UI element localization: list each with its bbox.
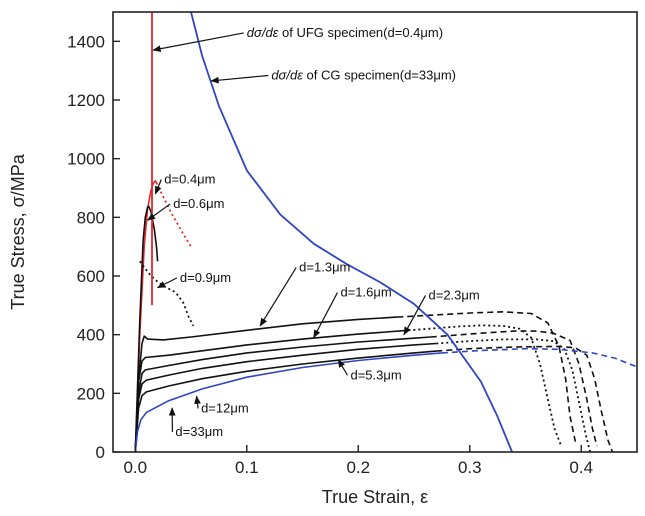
plot-frame <box>112 11 638 453</box>
annotation-ann-d12: d=12μm <box>201 400 249 415</box>
annotation-arrow <box>337 358 348 376</box>
y-tick-label: 0 <box>96 443 105 462</box>
annotation-ann-d33: d=33μm <box>175 424 223 439</box>
annotation-layer: dσ/dε of UFG specimen(d=0.4μm) dσ/dε of C… <box>146 25 480 439</box>
y-tick-label: 1400 <box>67 32 105 51</box>
series-d23 <box>134 336 431 452</box>
series-d09 <box>139 260 195 327</box>
annotation-arrow <box>210 74 269 84</box>
y-tick-label: 1000 <box>67 150 105 169</box>
annotation-ann-cg: dσ/dε of CG specimen(d=33μm) <box>271 67 456 82</box>
y-axis-label: True Stress, σ/MPa <box>8 153 28 309</box>
annotation-ann-d23: d=2.3μm <box>429 287 480 302</box>
series-d53 <box>134 342 437 452</box>
annotation-ann-d04: d=0.4μm <box>164 172 215 187</box>
annotation-arrow <box>313 292 338 339</box>
series-d16-tail <box>408 324 563 447</box>
annotation-ann-d06: d=0.6μm <box>173 196 224 211</box>
annotation-ann-d13: d=1.3μm <box>299 260 350 275</box>
x-axis-label: True Strain, ε <box>322 487 428 507</box>
x-tick-label: 0.1 <box>235 458 259 477</box>
y-tick-label: 1200 <box>67 91 105 110</box>
x-tick-label: 0.2 <box>346 458 370 477</box>
annotation-arrow <box>152 32 244 53</box>
series-d13-tail <box>397 311 577 444</box>
annotation-arrow <box>156 277 178 289</box>
annotation-ann-ufg: dσ/dε of UFG specimen(d=0.4μm) <box>247 25 443 40</box>
series-d16 <box>134 329 409 452</box>
series-cg-rate <box>190 12 513 452</box>
series-d23-tail <box>430 330 598 447</box>
annotation-arrow <box>259 267 297 327</box>
y-tick-label: 400 <box>77 326 105 345</box>
annotation-arrow <box>146 203 171 221</box>
annotation-ann-d09: d=0.9μm <box>180 270 231 285</box>
annotation-ann-d16: d=1.6μm <box>340 285 391 300</box>
series-d12-tail <box>436 345 614 452</box>
y-tick-label: 600 <box>77 267 105 286</box>
x-tick-label: 0.0 <box>123 458 147 477</box>
series-d06 <box>134 205 159 452</box>
series-d53-tail <box>436 338 592 452</box>
ticks-layer: 0.0 0.1 0.2 0.3 0.4 0 200 400 600 800 1000 1200 1400 <box>67 32 593 477</box>
series-d33 <box>134 352 442 452</box>
x-tick-label: 0.4 <box>569 458 593 477</box>
series-d12 <box>134 350 437 452</box>
annotation-ann-d53: d=5.3μm <box>350 367 401 382</box>
annotation-arrow <box>154 179 162 195</box>
series-d04-tail <box>155 182 192 248</box>
annotation-arrow <box>403 295 427 336</box>
x-tick-label: 0.3 <box>458 458 482 477</box>
y-tick-label: 800 <box>77 208 105 227</box>
annotation-arrow <box>194 395 201 409</box>
series-d33-tail <box>441 347 637 368</box>
y-tick-label: 200 <box>77 384 105 403</box>
